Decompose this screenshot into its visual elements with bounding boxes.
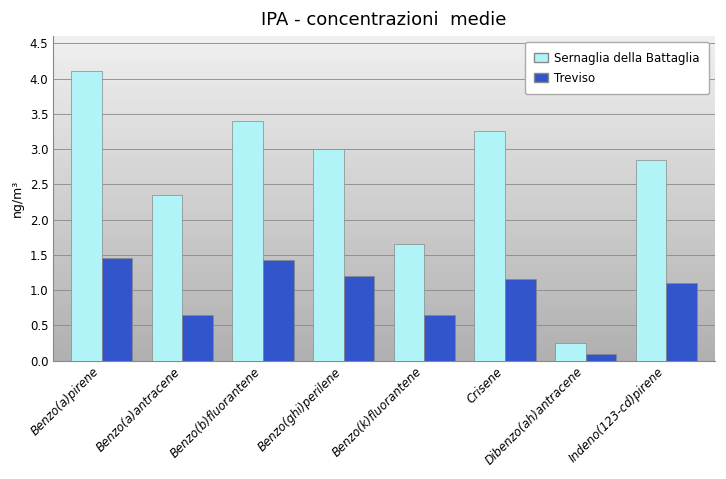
Bar: [263, 260, 293, 361]
Title: IPA - concentrazioni  medie: IPA - concentrazioni medie: [261, 11, 507, 29]
Bar: [586, 354, 616, 361]
Bar: [232, 121, 263, 361]
Bar: [425, 315, 455, 361]
Legend: Sernaglia della Battaglia, Treviso: Sernaglia della Battaglia, Treviso: [524, 42, 709, 94]
Bar: [666, 283, 697, 361]
Bar: [152, 195, 182, 361]
Bar: [343, 276, 375, 361]
Bar: [555, 343, 586, 361]
Bar: [505, 279, 536, 361]
Y-axis label: ng/m³: ng/m³: [11, 180, 24, 217]
Bar: [313, 149, 343, 361]
Bar: [182, 315, 213, 361]
Bar: [102, 258, 132, 361]
Bar: [393, 244, 425, 361]
Bar: [474, 131, 505, 361]
Bar: [636, 160, 666, 361]
Bar: [71, 71, 102, 361]
